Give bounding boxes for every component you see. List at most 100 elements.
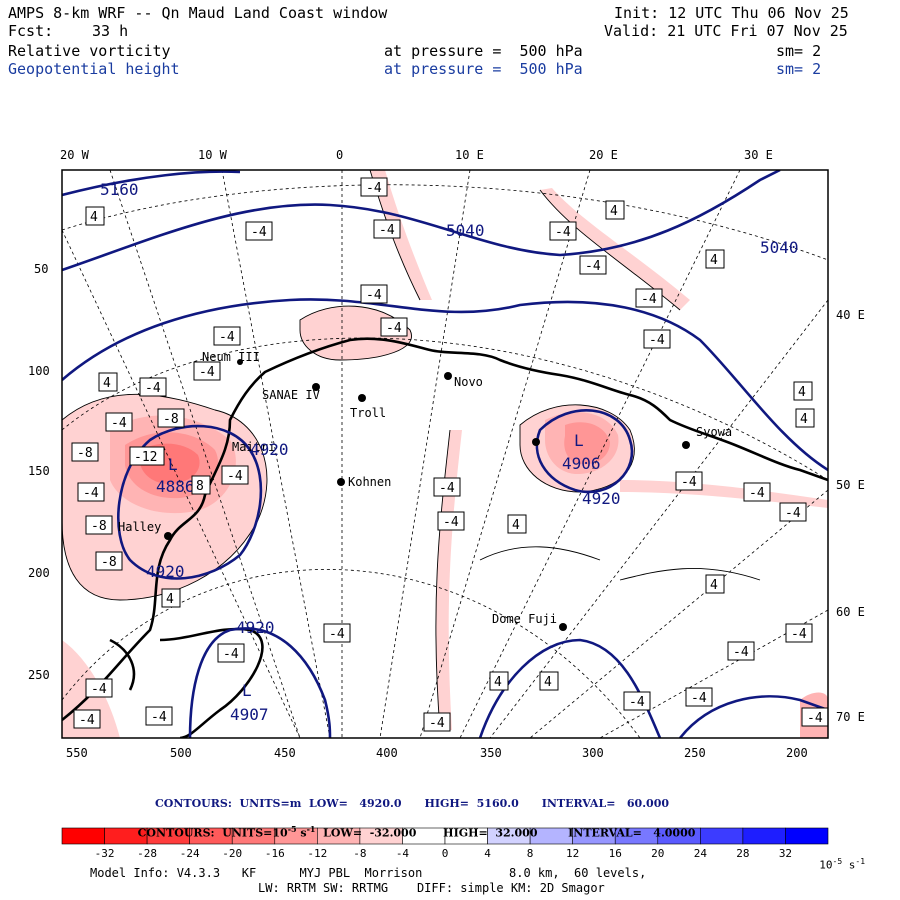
- vort-box: -4: [323, 623, 351, 643]
- map-frame: [61, 169, 829, 739]
- vort-box: -4: [643, 329, 671, 349]
- svg-text:-4: -4: [691, 691, 707, 706]
- svg-text:4: 4: [610, 204, 618, 219]
- vort-box: -4: [433, 477, 461, 497]
- init-time: Init: 12 UTC Thu 06 Nov 25: [614, 4, 849, 22]
- field1-level: at pressure = 500 hPa: [384, 42, 583, 60]
- colorbar-tick-labels: -32 -28 -24 -20 -16 -12 -8 -4 0 4 8 12 16 20 24 28 32: [95, 847, 792, 860]
- lon-label-30e: 30 E: [744, 148, 773, 162]
- field2-name: Geopotential height: [8, 60, 180, 78]
- height-label-5160: 5160: [100, 180, 139, 199]
- colorbar-swatch: [742, 827, 786, 845]
- station-troll: [358, 394, 366, 402]
- colorbar-tick-label: 8: [527, 847, 534, 860]
- svg-text:-4: -4: [366, 288, 382, 303]
- field2-smoothing: sm= 2: [776, 60, 822, 78]
- label-troll: Troll: [350, 406, 386, 420]
- station-halley: [164, 532, 172, 540]
- colorbar-unit-exp: -5: [832, 857, 843, 866]
- svg-text:-4: -4: [329, 627, 345, 642]
- grid-x-300: 300: [582, 746, 604, 760]
- forecast-hour-value: 33 h: [92, 22, 129, 40]
- lon-label-60e: 60 E: [836, 605, 865, 619]
- svg-text:-4: -4: [733, 645, 749, 660]
- vort-box: -4: [380, 317, 408, 337]
- colorbar: [61, 827, 829, 845]
- vort-box: -4: [623, 691, 651, 711]
- svg-text:4: 4: [90, 210, 98, 225]
- grid-y-50: 50: [34, 262, 49, 276]
- svg-text:-4: -4: [379, 223, 395, 238]
- colorbar-tick-label: 4: [484, 847, 491, 860]
- svg-text:-4: -4: [555, 225, 571, 240]
- colorbar-tick-label: -32: [95, 847, 115, 860]
- svg-text:-4: -4: [749, 486, 765, 501]
- lon-label-50e: 50 E: [836, 478, 865, 492]
- vort-box: -4: [221, 465, 249, 485]
- label-sanae: SANAE IV: [262, 388, 320, 402]
- svg-text:-4: -4: [641, 292, 657, 307]
- svg-text:4: 4: [800, 412, 808, 427]
- svg-text:4: 4: [710, 578, 718, 593]
- vort-units-a: CONTOURS: UNITS=10: [137, 826, 288, 840]
- height-contour-info: CONTOURS: UNITS=m LOW= 4920.0 HIGH= 5160…: [155, 797, 669, 810]
- vort-box: -8: [85, 515, 113, 535]
- grid-x-450: 450: [274, 746, 296, 760]
- vort-box: 4: [507, 514, 527, 534]
- low-center-1: L: [168, 455, 178, 474]
- svg-text:-4: -4: [443, 515, 459, 530]
- svg-text:-4: -4: [785, 506, 801, 521]
- vort-box: -4: [675, 471, 703, 491]
- colorbar-tick-label: 16: [609, 847, 622, 860]
- low-center-2: L: [574, 431, 584, 450]
- vort-box: -4: [779, 502, 807, 522]
- height-label-5040-a: 5040: [446, 221, 485, 240]
- svg-text:-4: -4: [629, 695, 645, 710]
- model-info-line1: Model Info: V4.3.3 KF MYJ PBL Morrison 8…: [90, 866, 647, 880]
- vort-box: -4: [77, 482, 105, 502]
- colorbar-tick-label: 28: [736, 847, 749, 860]
- colorbar-tick-label: 12: [566, 847, 579, 860]
- height-labels: 5160 5040 5040 4920 4920 4920 4920 4906 …: [100, 180, 799, 724]
- vort-box: -4: [579, 255, 607, 275]
- colorbar-tick-label: 32: [779, 847, 792, 860]
- vort-box: 4: [98, 372, 118, 392]
- lon-label-20w: 20 W: [60, 148, 89, 162]
- svg-text:-4: -4: [649, 333, 665, 348]
- vort-box: -4: [85, 678, 113, 698]
- colorbar-tick-label: -12: [307, 847, 327, 860]
- grid-y-250: 250: [28, 668, 50, 682]
- vort-box: -4: [785, 623, 813, 643]
- vort-box: 4: [795, 408, 815, 428]
- svg-text:-4: -4: [227, 469, 243, 484]
- coastline: [62, 337, 828, 738]
- svg-text:-4: -4: [83, 486, 99, 501]
- grid-y-150: 150: [28, 464, 50, 478]
- vort-box: -4: [743, 482, 771, 502]
- height-label-4886: 4886: [156, 477, 195, 496]
- svg-text:-4: -4: [145, 381, 161, 396]
- svg-text:-4: -4: [791, 627, 807, 642]
- grid-x-250: 250: [684, 746, 706, 760]
- vort-box: -4: [360, 177, 388, 197]
- vort-box: -4: [373, 219, 401, 239]
- vort-units-exp1: -5: [287, 824, 297, 834]
- station-syowa: [682, 441, 690, 449]
- grid-x-400: 400: [376, 746, 398, 760]
- lon-label-10w: 10 W: [198, 148, 227, 162]
- vort-box: -4: [217, 643, 245, 663]
- svg-text:4: 4: [544, 675, 552, 690]
- svg-text:-4: -4: [585, 259, 601, 274]
- colorbar-tick-label: 24: [694, 847, 708, 860]
- vort-box: 4: [793, 381, 813, 401]
- lon-label-70e: 70 E: [836, 710, 865, 724]
- svg-text:-12: -12: [134, 450, 157, 465]
- label-kohnen: Kohnen: [348, 475, 391, 489]
- svg-text:8: 8: [196, 479, 204, 494]
- grid-x-200: 200: [786, 746, 808, 760]
- colorbar-tick-label: -28: [137, 847, 157, 860]
- svg-text:-4: -4: [807, 711, 823, 726]
- grid-x-350: 350: [480, 746, 502, 760]
- colorbar-swatch: [700, 827, 744, 845]
- vort-box: 4: [705, 574, 725, 594]
